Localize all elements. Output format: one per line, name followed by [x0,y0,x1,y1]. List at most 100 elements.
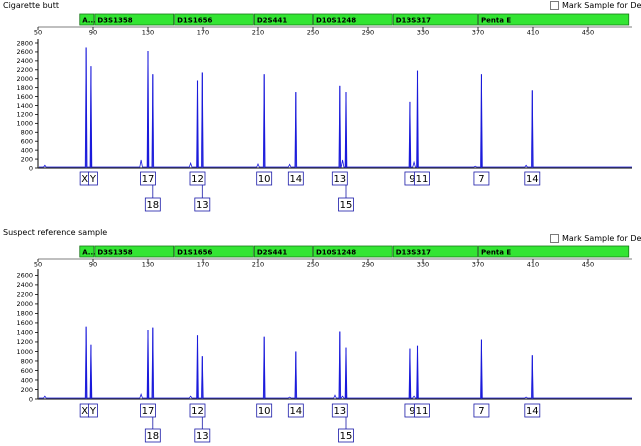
allele-label: 10 [258,174,271,185]
x-tick-label: 330 [417,261,429,269]
allele-box [88,403,98,418]
y-tick-label: 2400 [16,281,33,289]
y-tick-label: 2200 [16,66,33,74]
locus-bin [174,245,254,258]
allele-label: 12 [191,406,204,417]
electropherogram-chart: A... D3S1358 D1S1656 D2S441 D10S1248 D13S317 P… [16,245,632,443]
mark-deletion-label: Mark Sample for Deletion [562,1,641,10]
allele-box [414,403,430,418]
allele-box [473,403,490,418]
panel-title: Cigarette butt [3,1,59,10]
allele-label: 18 [146,200,159,211]
allele-box [194,428,211,443]
y-tick-label: 0 [29,164,33,172]
y-tick-label: 2400 [16,57,33,65]
locus-label: D13S317 [396,249,431,257]
allele-box [473,171,490,186]
y-tick-label: 200 [21,155,33,163]
mark-deletion-control[interactable]: Mark Sample for Deletion [550,1,641,10]
allele-label: 13 [196,200,209,211]
x-tick-label: 370 [472,261,484,269]
allele-label: 11 [416,174,429,185]
x-tick-label: 50 [34,261,42,269]
x-tick-label: 290 [362,261,374,269]
allele-box [144,428,161,443]
allele-box [256,403,273,418]
locus-label: D3S1358 [97,17,132,25]
allele-label: 17 [142,406,155,417]
allele-box [524,171,541,186]
y-tick-label: 800 [21,129,33,137]
allele-box [140,403,156,418]
mark-deletion-checkbox[interactable] [550,1,559,10]
allele-label: 12 [191,174,204,185]
y-tick-label: 2000 [16,75,33,83]
x-tick-label: 170 [197,261,209,269]
y-tick-label: 1800 [16,310,33,318]
allele-label: 14 [289,174,302,185]
allele-label: 13 [333,406,346,417]
allele-box [331,171,348,186]
allele-label: 15 [340,431,353,442]
locus-label: Penta E [481,249,511,257]
allele-label: 7 [478,174,484,185]
allele-label: 15 [340,200,353,211]
locus-label: A... [82,17,96,25]
x-tick-label: 130 [142,261,154,269]
x-tick-label: 210 [252,29,264,37]
y-tick-label: 1000 [16,120,33,128]
x-tick-label: 50 [34,29,42,37]
allele-label: Y [89,406,97,417]
y-tick-label: 1600 [16,93,33,101]
allele-label: 14 [289,406,302,417]
allele-label: 9 [409,174,415,185]
electropherogram-chart: A... D3S1358 D1S1656 D2S441 D10S1248 D13S317 P… [16,13,632,212]
allele-label: 18 [146,431,159,442]
allele-box [524,403,541,418]
y-tick-label: 400 [21,376,33,384]
y-tick-label: 2200 [16,291,33,299]
x-tick-label: 210 [252,261,264,269]
allele-box [287,171,304,186]
allele-box [189,403,206,418]
locus-label: D3S1358 [97,249,132,257]
locus-bin [478,13,630,26]
allele-label: 10 [258,406,271,417]
allele-label: 17 [142,174,155,185]
locus-bin [94,13,175,26]
y-tick-label: 400 [21,146,33,154]
panel-title: Suspect reference sample [3,228,108,237]
allele-box [140,171,156,186]
locus-bin [94,245,175,258]
y-tick-label: 1400 [16,329,33,337]
locus-label: D2S441 [257,249,287,257]
allele-box [338,428,354,443]
allele-label: 11 [416,406,429,417]
x-tick-label: 130 [142,29,154,37]
allele-label: 14 [526,406,539,417]
x-tick-label: 170 [197,29,209,37]
locus-label: D10S1248 [316,249,356,257]
y-tick-label: 1800 [16,84,33,92]
allele-label: 7 [478,406,484,417]
mark-deletion-control[interactable]: Mark Sample for Deletion [550,234,641,243]
allele-box [414,171,430,186]
locus-bin [79,13,95,26]
locus-label: D10S1248 [316,17,356,25]
locus-label: D1S1656 [177,17,212,25]
allele-box [189,171,206,186]
allele-box [256,171,273,186]
x-tick-label: 330 [417,29,429,37]
mark-deletion-checkbox[interactable] [550,234,559,243]
allele-box [88,171,98,186]
electropherogram-panel-cigarette-butt: Cigarette butt Mark Sample for Deletion … [3,1,641,212]
y-tick-label: 200 [21,386,33,394]
allele-label: 13 [196,431,209,442]
locus-bin [313,245,393,258]
allele-label: X [81,406,88,417]
y-tick-label: 0 [29,395,33,403]
allele-label: 14 [526,174,539,185]
locus-label: D1S1656 [177,249,212,257]
y-tick-label: 2800 [16,39,33,47]
trace-line [39,47,632,168]
